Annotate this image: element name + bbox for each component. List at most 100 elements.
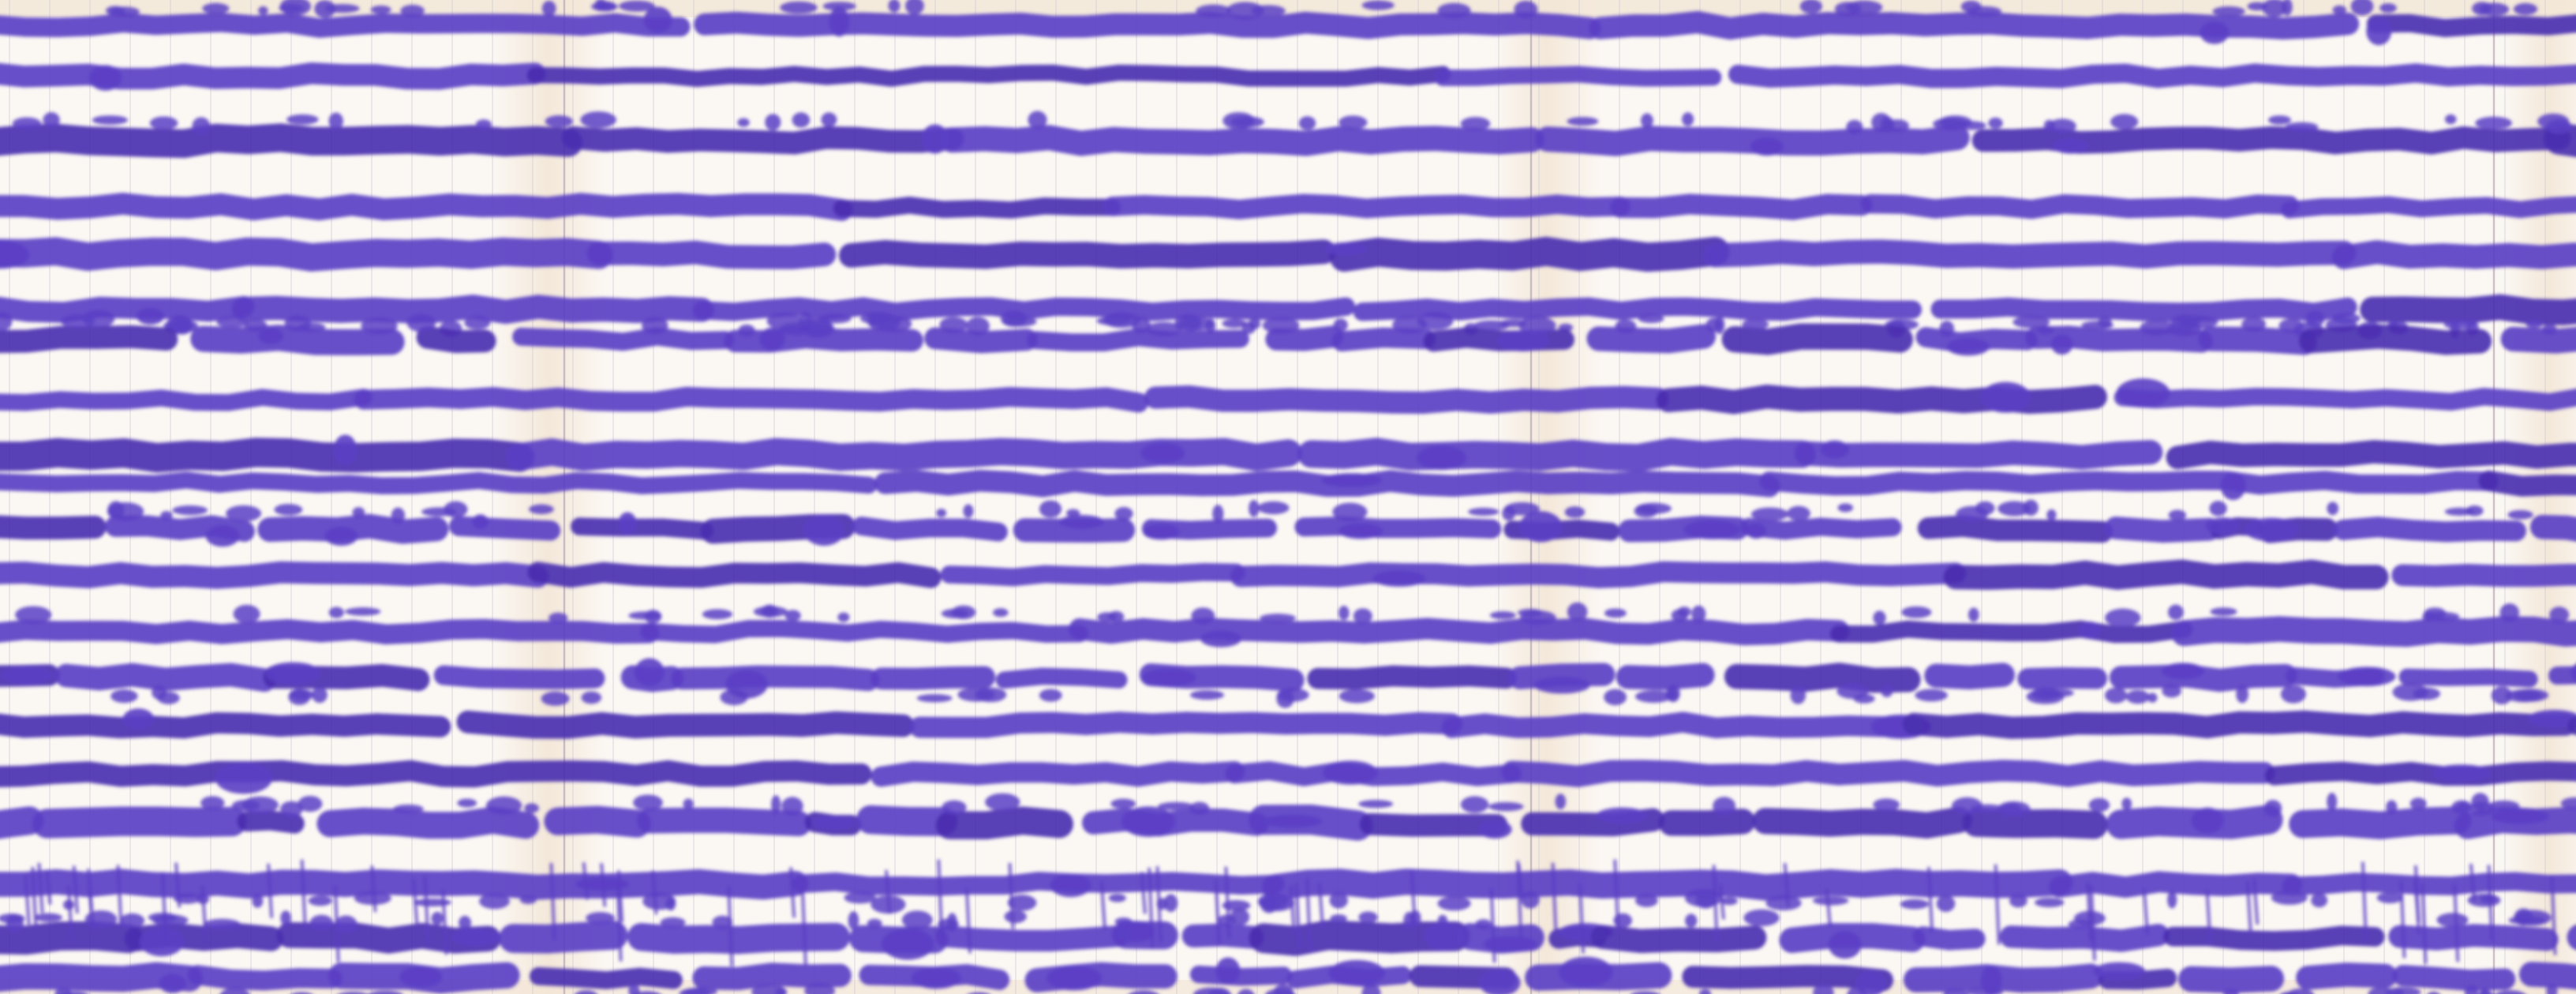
ink-blotch bbox=[1828, 931, 1862, 959]
ink-dash bbox=[2428, 992, 2440, 994]
trace-segment bbox=[1610, 193, 1873, 220]
ink-dash bbox=[2386, 800, 2398, 814]
ink-dash bbox=[2286, 988, 2315, 994]
ink-dash bbox=[957, 687, 995, 702]
ink-dash bbox=[529, 504, 554, 515]
ink-dash bbox=[737, 118, 750, 127]
ink-blotch bbox=[1323, 760, 1378, 785]
ink-dash bbox=[1885, 119, 1909, 133]
ink-dash bbox=[1812, 896, 1849, 906]
ink-dash bbox=[1713, 797, 1736, 816]
ink-dash bbox=[1695, 891, 1717, 909]
trace-segment bbox=[544, 805, 651, 838]
trace-segment bbox=[0, 296, 255, 323]
ink-blotch bbox=[1477, 820, 1512, 839]
ink-dash bbox=[524, 803, 539, 813]
trace-channel bbox=[0, 658, 2576, 708]
trace-segment bbox=[2178, 966, 2285, 994]
ink-dash bbox=[219, 988, 250, 994]
trace-segment bbox=[995, 667, 1128, 689]
ink-dash bbox=[2332, 5, 2347, 15]
ink-dash bbox=[1915, 688, 1948, 702]
ink-dash bbox=[541, 0, 556, 17]
ink-dash bbox=[1631, 991, 1660, 994]
ink-dash bbox=[771, 795, 781, 814]
trace-spike bbox=[885, 869, 892, 914]
ink-dash bbox=[1276, 689, 1294, 708]
ink-dash bbox=[1437, 914, 1447, 927]
trace-segment bbox=[1903, 963, 2103, 993]
trace-segment bbox=[571, 517, 713, 540]
trace-channel bbox=[0, 193, 2576, 221]
ink-blotch bbox=[2244, 517, 2299, 542]
ink-dash bbox=[2035, 898, 2065, 908]
ink-dash bbox=[2068, 919, 2092, 929]
ink-dash bbox=[110, 689, 138, 703]
ink-dash bbox=[1189, 690, 1225, 700]
trace-segment bbox=[871, 761, 1245, 787]
ink-dash bbox=[1837, 503, 1854, 512]
ink-dash bbox=[901, 910, 933, 929]
trace-segment bbox=[2398, 668, 2538, 688]
ink-dash bbox=[1257, 501, 1290, 515]
ink-dash bbox=[1936, 895, 1956, 912]
trace-segment bbox=[2264, 761, 2576, 786]
ink-dash bbox=[1901, 606, 1932, 618]
trace-spike bbox=[2142, 888, 2149, 936]
trace-segment bbox=[1752, 806, 1972, 838]
ink-dash bbox=[2513, 2, 2538, 16]
ink-dash bbox=[406, 313, 436, 332]
ink-dash bbox=[2241, 317, 2267, 332]
ink-blotch bbox=[159, 973, 186, 993]
trace-segment bbox=[1144, 385, 1669, 414]
ink-dash bbox=[712, 915, 733, 929]
ink-dash bbox=[2513, 688, 2549, 702]
ink-dash bbox=[1361, 984, 1381, 994]
ink-dash bbox=[2170, 314, 2200, 331]
ink-dash bbox=[2444, 114, 2457, 125]
ink-blotch bbox=[136, 308, 165, 325]
ink-dash bbox=[431, 911, 444, 925]
ink-dash bbox=[1699, 988, 1712, 994]
ink-dash bbox=[457, 798, 477, 808]
ink-dash bbox=[328, 112, 343, 130]
ink-dash bbox=[2436, 913, 2469, 928]
ink-blotch bbox=[1855, 970, 1886, 994]
ink-dash bbox=[766, 313, 803, 330]
ink-dash bbox=[2479, 988, 2490, 994]
trace-channel bbox=[0, 62, 2576, 91]
trace-segment bbox=[1724, 662, 1921, 693]
trace-segment bbox=[0, 806, 44, 839]
ink-dash bbox=[1960, 0, 1982, 13]
trace-segment bbox=[2289, 806, 2472, 840]
ink-dash bbox=[308, 895, 332, 906]
ink-dash bbox=[1567, 602, 1588, 621]
trace-segment bbox=[1307, 665, 1517, 690]
ink-dash bbox=[1834, 2, 1862, 17]
ink-blotch bbox=[1215, 957, 1241, 985]
ink-dash bbox=[939, 317, 968, 333]
ink-dash bbox=[968, 992, 990, 994]
ink-dash bbox=[2262, 0, 2287, 17]
trace-channel bbox=[0, 708, 2576, 739]
ink-dash bbox=[2046, 509, 2057, 521]
trace-channel bbox=[0, 309, 2576, 356]
ink-dash bbox=[200, 796, 225, 810]
ink-dash bbox=[775, 988, 786, 994]
ink-dash bbox=[1790, 686, 1807, 704]
trace-segment bbox=[2478, 471, 2576, 497]
trace-spike bbox=[333, 885, 340, 962]
trace-segment bbox=[2518, 962, 2576, 990]
ink-blotch bbox=[333, 434, 358, 465]
trace-segment bbox=[694, 11, 1601, 39]
ink-dash bbox=[309, 914, 334, 931]
ink-blotch bbox=[258, 328, 283, 344]
trace-segment bbox=[1069, 617, 1850, 646]
trace-segment bbox=[2017, 667, 2107, 690]
ink-dash bbox=[1750, 507, 1789, 521]
ink-dash bbox=[2479, 2, 2510, 17]
trace-spike bbox=[200, 885, 208, 940]
trace-segment bbox=[1830, 620, 2193, 643]
ink-dash bbox=[683, 798, 694, 809]
